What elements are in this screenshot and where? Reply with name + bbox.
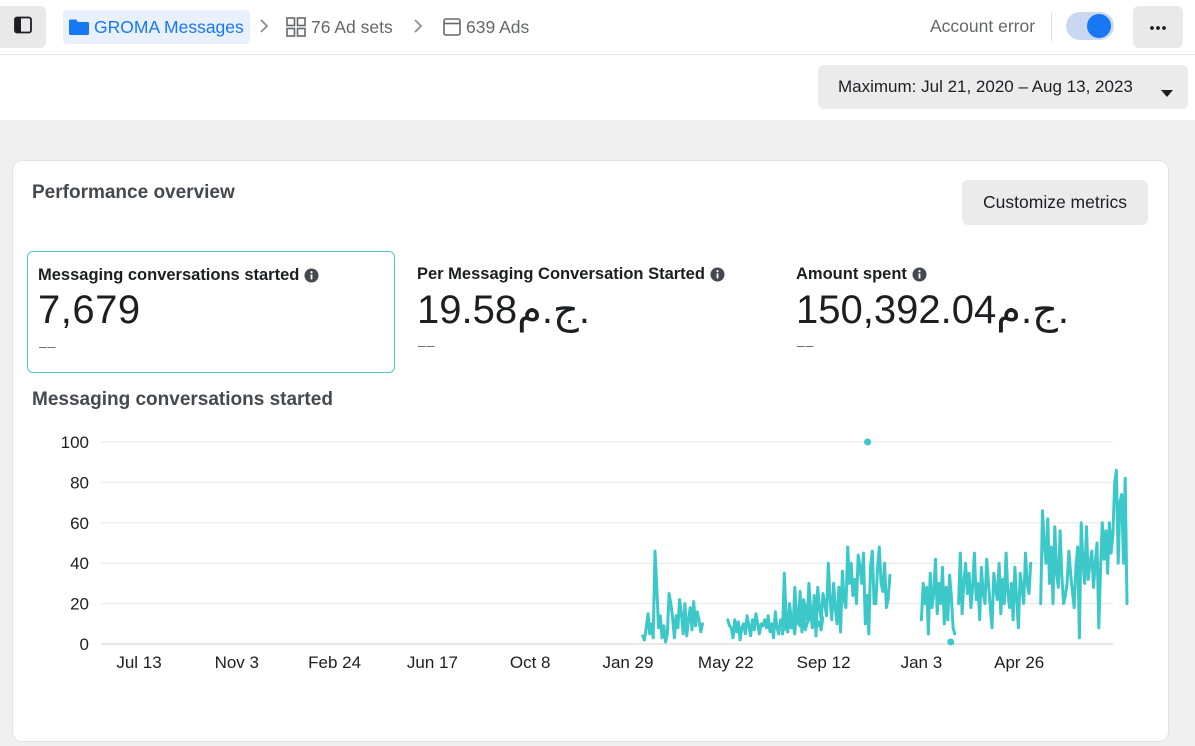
x-tick-label: Jan 29 [602,653,653,672]
x-tick-label: Apr 26 [994,653,1044,672]
divider [1051,13,1052,41]
x-tick-label: Sep 12 [797,653,851,672]
metric-label-text: Amount spent [796,265,907,283]
breadcrumb-ads-label: 639 Ads [466,16,530,37]
line-chart: 0 20 40 60 80 100 Jul 13 Nov 3 Feb 24 Jun 17 Oct 8… [61,433,1129,672]
metric-label: Messaging conversations started [38,266,319,285]
y-tick-label: 20 [70,595,89,614]
chart-title: Messaging conversations started [32,389,333,410]
metric-label: Per Messaging Conversation Started [417,265,725,284]
account-error-status[interactable]: Account error [930,16,1036,36]
metric-value: 19.58ج.م. [417,288,590,332]
breadcrumb-campaign-label: GROMA Messages [94,16,244,37]
breadcrumb-campaign[interactable]: GROMA Messages [63,10,250,44]
y-tick-label: 80 [70,473,89,492]
metric-messaging-conversations[interactable]: Messaging conversations started 7,679 –– [27,251,395,373]
breadcrumb-ads[interactable]: 639 Ads [442,10,529,44]
data-point [947,638,955,646]
series-line [726,608,825,642]
card-title: Performance overview [32,182,235,203]
x-tick-label: Oct 8 [510,653,551,672]
ellipsis-icon [1149,18,1167,36]
x-tick-label: Jun 17 [407,653,458,672]
ad-icon [442,17,462,37]
series-line [919,557,957,636]
date-range-dropdown[interactable]: Maximum: Jul 21, 2020 – Aug 13, 2023 [818,65,1188,109]
caret-down-icon [1161,83,1173,103]
series-line [957,551,1033,630]
metric-delta: –– [797,337,815,353]
breadcrumb-adsets[interactable]: 76 Ad sets [285,10,393,44]
x-tick-label: Jul 13 [116,653,161,672]
series-line [781,545,892,638]
date-range-label: Maximum: Jul 21, 2020 – Aug 13, 2023 [838,77,1133,96]
breadcrumb-adsets-label: 76 Ad sets [311,16,393,37]
metric-label-text: Messaging conversations started [38,266,300,284]
info-icon[interactable] [912,267,927,282]
x-tick-label: Jan 3 [901,653,943,672]
metric-value: 150,392.04ج.م. [796,288,1070,332]
top-bar: GROMA Messages 76 Ad sets 639 Ads Accoun… [0,0,1195,55]
toggle-knob [1087,14,1111,38]
performance-overview-card: Performance overview Customize metrics M… [12,160,1169,742]
y-tick-label: 60 [70,514,89,533]
x-tick-label: May 22 [698,653,754,672]
metric-label: Amount spent [796,265,927,284]
grid-icon [285,16,307,38]
campaign-toggle[interactable] [1066,12,1114,40]
date-range-bar: Maximum: Jul 21, 2020 – Aug 13, 2023 [0,55,1195,120]
metric-delta: –– [39,338,57,354]
metric-label-text: Per Messaging Conversation Started [417,265,705,283]
y-tick-label: 0 [80,635,89,654]
series-line [1039,468,1129,640]
more-options-button[interactable] [1133,6,1183,48]
metric-cost-per-conversation[interactable]: Per Messaging Conversation Started 19.58… [407,251,773,371]
info-icon[interactable] [710,267,725,282]
series-line [641,549,704,644]
x-tick-label: Nov 3 [215,653,259,672]
sidebar-panel-icon [13,16,33,39]
customize-metrics-button[interactable]: Customize metrics [962,180,1148,225]
chevron-right-icon [412,17,424,40]
sidebar-toggle-button[interactable] [0,6,46,48]
y-tick-label: 40 [70,554,89,573]
metric-amount-spent[interactable]: Amount spent 150,392.04ج.م. –– [786,251,1152,371]
folder-icon [68,18,90,36]
chevron-right-icon [258,17,270,40]
metric-value: 7,679 [38,288,141,332]
y-tick-label: 100 [61,433,89,452]
x-tick-label: Feb 24 [308,653,361,672]
data-point [864,438,872,446]
info-icon[interactable] [304,268,319,283]
metric-delta: –– [418,337,436,353]
